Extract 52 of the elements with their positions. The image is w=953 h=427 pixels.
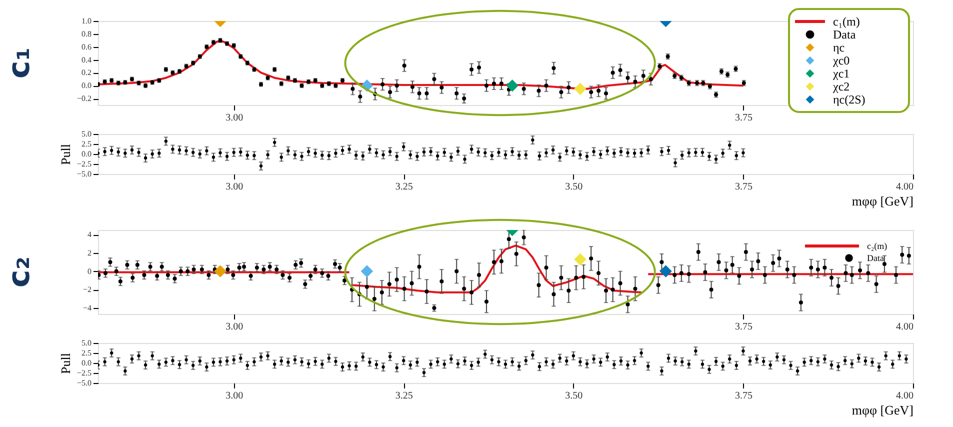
- x-axis-title: mφφ [GeV]: [852, 402, 914, 418]
- y-tick-label: 1.0: [82, 16, 92, 26]
- x-tick-label: 4.00: [896, 182, 914, 192]
- y-tick-label: 4: [88, 230, 92, 240]
- y-tick-label: 0.4: [82, 55, 92, 64]
- x-axis-title: mφφ [GeV]: [852, 194, 914, 208]
- legend-label: Data: [833, 28, 856, 42]
- y-axis-title: Pull: [58, 144, 73, 165]
- x-tick-label: 3.75: [734, 322, 752, 332]
- y-tick-label: −2: [82, 285, 92, 294]
- legend-label: c₁(m): [833, 14, 860, 28]
- legend-label: χc0: [832, 54, 850, 68]
- x-tick-label: 3.50: [565, 182, 583, 192]
- x-tick-label: 3.75: [734, 390, 752, 402]
- y-tick-label: 2.5: [82, 348, 92, 358]
- y-tick-label: −5.0: [76, 378, 92, 388]
- x-tick-label: 3.25: [395, 182, 413, 192]
- x-tick-label: 3.50: [565, 390, 583, 402]
- x-tick-label: 4.00: [896, 390, 914, 402]
- legend-label: χc2: [832, 80, 850, 94]
- legend-label: χc1: [832, 66, 850, 80]
- y-tick-label: −2.5: [76, 160, 92, 168]
- legend-label: ηc: [833, 40, 845, 54]
- y-tick-label: −4: [82, 304, 92, 313]
- y-tick-label: 0.0: [82, 358, 92, 368]
- x-tick-label: 3.00: [226, 182, 244, 192]
- y-tick-label: 5.0: [82, 130, 92, 138]
- y-tick-label: −2.5: [76, 368, 92, 378]
- legend-label: Data: [867, 253, 884, 263]
- y-tick-label: 2: [88, 248, 92, 258]
- y-tick-label: −0.2: [76, 94, 92, 104]
- y-tick-label: 0.0: [82, 81, 92, 90]
- y-tick-label: 0.2: [82, 68, 92, 78]
- x-tick-label: 3.25: [395, 390, 413, 402]
- x-tick-label: 3.00: [226, 112, 244, 124]
- x-tick-label: 3.00: [226, 322, 244, 332]
- y-tick-label: 2.5: [82, 140, 92, 148]
- text: c₂: [2, 256, 37, 288]
- legend-label: ηc(2S): [833, 92, 866, 106]
- x-tick-label: 3.75: [734, 182, 752, 192]
- x-tick-label: 3.00: [226, 390, 244, 402]
- y-tick-label: 0.6: [82, 42, 92, 52]
- y-tick-label: 5.0: [82, 338, 92, 348]
- text: c₂(m): [867, 241, 888, 251]
- y-tick-label: 0.8: [82, 29, 92, 38]
- text: c₁: [2, 48, 37, 78]
- y-tick-label: −5.0: [76, 170, 92, 178]
- x-tick-label: 3.75: [734, 112, 752, 124]
- y-tick-label: 0.0: [82, 150, 92, 158]
- x-tick-label: 4.00: [896, 322, 914, 332]
- y-tick-label: 0: [88, 266, 92, 276]
- y-axis-title: Pull: [58, 352, 73, 374]
